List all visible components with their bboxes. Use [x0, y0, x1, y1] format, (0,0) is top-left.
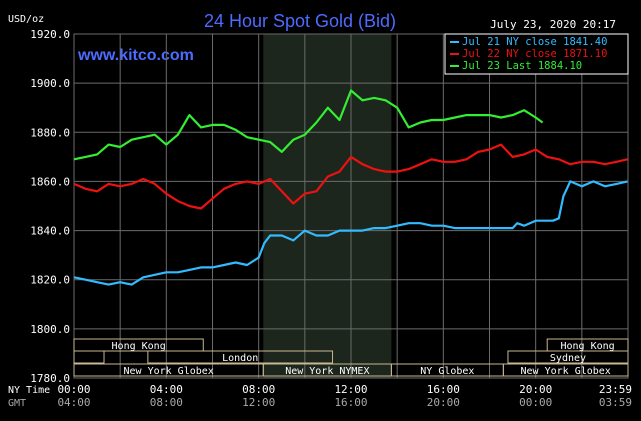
session-band: [73, 350, 105, 364]
series-line-1: [73, 180, 628, 286]
session-label: NY Globex: [420, 366, 474, 377]
x-tick-label-ny: 12:00: [334, 383, 367, 396]
session-label: Sydney: [550, 353, 586, 364]
session-band: [73, 338, 204, 352]
x-tick-label-gmt: 20:00: [427, 396, 460, 409]
x-tick-label-ny: 08:00: [242, 383, 275, 396]
plot-frame: [73, 33, 629, 379]
x-tick-label-gmt: 03:59: [599, 396, 632, 409]
session-label: New York Globex: [123, 366, 213, 377]
x-tick-label-ny: 20:00: [519, 383, 552, 396]
x-tick-label-ny: 04:00: [150, 383, 183, 396]
y-tick-label: 1900.0: [30, 77, 70, 90]
x-tick-label-gmt: 16:00: [334, 396, 367, 409]
session-label: New York Globex: [521, 366, 611, 377]
session-label: London: [222, 353, 258, 364]
y-tick-label: 1820.0: [30, 274, 70, 287]
session-band: [147, 350, 334, 364]
y-tick-label: 1840.0: [30, 225, 70, 238]
x-row-label-gmt: GMT: [8, 398, 26, 409]
x-tick-label-gmt: 04:00: [57, 396, 90, 409]
legend-entry: Jul 21 NY close 1841.40: [462, 36, 607, 48]
session-label: Hong Kong: [112, 341, 166, 352]
y-tick-label: 1800.0: [30, 323, 70, 336]
x-tick-label-gmt: 12:00: [242, 396, 275, 409]
nymex-session-shade: [263, 34, 392, 378]
y-unit-label: USD/oz: [8, 14, 44, 25]
legend-box: [444, 33, 629, 75]
series-line-2: [73, 143, 628, 210]
series-line-3: [73, 89, 544, 161]
site-url: www.kitco.com: [77, 47, 194, 64]
session-label: Hong Kong: [561, 341, 615, 352]
x-tick-label-gmt: 08:00: [150, 396, 183, 409]
session-label: New York NYMEX: [285, 366, 369, 377]
y-tick-label: 1920.0: [30, 28, 70, 41]
timestamp: July 23, 2020 20:17: [490, 18, 616, 31]
x-tick-label-ny: 16:00: [427, 383, 460, 396]
session-band: [502, 363, 629, 377]
chart-title: 24 Hour Spot Gold (Bid): [204, 11, 396, 31]
x-tick-label-gmt: 00:00: [519, 396, 552, 409]
y-tick-label: 1860.0: [30, 175, 70, 188]
y-tick-label: 1880.0: [30, 126, 70, 139]
y-tick-label: 1780.0: [30, 372, 70, 385]
x-row-label-ny: NY Time: [8, 385, 50, 396]
x-tick-label-ny: 00:00: [57, 383, 90, 396]
session-band: [546, 338, 629, 352]
x-tick-label-ny: 23:59: [599, 383, 632, 396]
legend-entry: Jul 22 NY close 1871.10: [462, 48, 607, 60]
legend-entry: Jul 23 Last 1884.10: [462, 60, 582, 72]
